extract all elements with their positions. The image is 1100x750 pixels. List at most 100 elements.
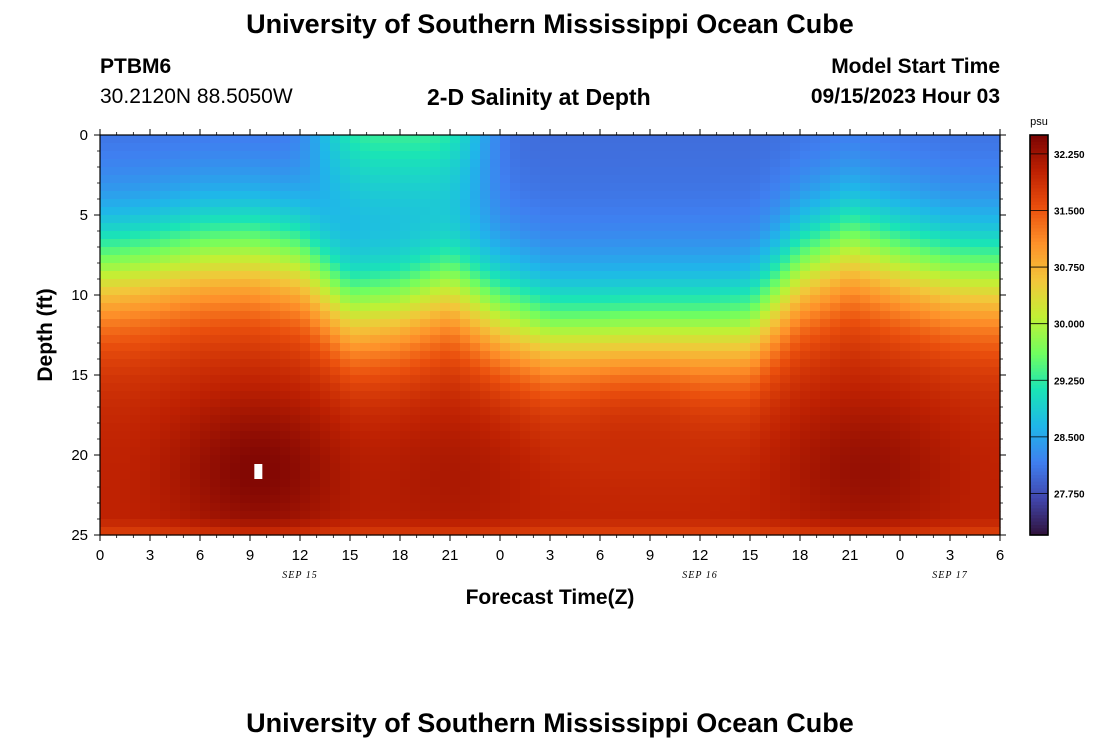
heatmap-cell bbox=[200, 495, 211, 504]
heatmap-cell bbox=[460, 495, 471, 504]
heatmap-cell bbox=[660, 295, 671, 304]
heatmap-cell bbox=[490, 207, 501, 216]
heatmap-cell bbox=[250, 495, 261, 504]
heatmap-cell bbox=[140, 479, 151, 488]
heatmap-cell bbox=[330, 455, 341, 464]
heatmap-cell bbox=[560, 407, 571, 416]
heatmap-cell bbox=[190, 359, 201, 368]
heatmap-cell bbox=[620, 415, 631, 424]
heatmap-cell bbox=[390, 391, 401, 400]
heatmap-cell bbox=[530, 407, 541, 416]
colorbar-segment bbox=[1030, 348, 1048, 353]
heatmap-cell bbox=[470, 263, 481, 272]
heatmap-cell bbox=[370, 279, 381, 288]
heatmap-cell bbox=[320, 167, 331, 176]
heatmap-cell bbox=[290, 351, 301, 360]
heatmap-cell bbox=[110, 375, 121, 384]
heatmap-cell bbox=[800, 223, 811, 232]
heatmap-cell bbox=[890, 319, 901, 328]
heatmap-cell bbox=[830, 151, 841, 160]
heatmap-cell bbox=[230, 431, 241, 440]
heatmap-cell bbox=[320, 319, 331, 328]
heatmap-cell bbox=[920, 519, 931, 528]
colorbar-segment bbox=[1030, 268, 1048, 273]
heatmap-cell bbox=[170, 471, 181, 480]
heatmap-cell bbox=[200, 207, 211, 216]
heatmap-cell bbox=[950, 367, 961, 376]
heatmap-cell bbox=[770, 279, 781, 288]
heatmap-cell bbox=[260, 327, 271, 336]
heatmap-cell bbox=[950, 279, 961, 288]
heatmap-cell bbox=[990, 375, 1001, 384]
plot-title: 2-D Salinity at Depth bbox=[427, 84, 651, 110]
heatmap-cell bbox=[130, 399, 141, 408]
heatmap-cell bbox=[330, 183, 341, 192]
heatmap-cell bbox=[280, 343, 291, 352]
heatmap-cell bbox=[300, 351, 311, 360]
colorbar-tick-label: 27.750 bbox=[1054, 489, 1085, 500]
heatmap-cell bbox=[880, 415, 891, 424]
heatmap-cell bbox=[260, 175, 271, 184]
heatmap-cell bbox=[460, 415, 471, 424]
heatmap-cell bbox=[650, 399, 661, 408]
heatmap-cell bbox=[850, 199, 861, 208]
heatmap-cell bbox=[120, 159, 131, 168]
heatmap-cell bbox=[540, 231, 551, 240]
heatmap-cell bbox=[560, 527, 571, 536]
heatmap-cell bbox=[350, 503, 361, 512]
heatmap-cell bbox=[670, 447, 681, 456]
heatmap-cell bbox=[370, 479, 381, 488]
heatmap-cell bbox=[210, 191, 221, 200]
heatmap-cell bbox=[600, 463, 611, 472]
heatmap-cell bbox=[670, 207, 681, 216]
heatmap-cell bbox=[420, 487, 431, 496]
heatmap-cell bbox=[770, 527, 781, 536]
heatmap-cell bbox=[100, 359, 111, 368]
heatmap-cell bbox=[900, 519, 911, 528]
heatmap-cell bbox=[790, 335, 801, 344]
heatmap-cell bbox=[300, 495, 311, 504]
heatmap-cell bbox=[410, 455, 421, 464]
heatmap-cell bbox=[260, 255, 271, 264]
heatmap-cell bbox=[980, 143, 991, 152]
heatmap-cell bbox=[740, 167, 751, 176]
heatmap-cell bbox=[150, 319, 161, 328]
heatmap-cell bbox=[170, 367, 181, 376]
heatmap-cell bbox=[110, 471, 121, 480]
heatmap-cell bbox=[300, 343, 311, 352]
heatmap-cell bbox=[970, 223, 981, 232]
heatmap-cell bbox=[370, 159, 381, 168]
heatmap-cell bbox=[930, 375, 941, 384]
heatmap-cell bbox=[580, 415, 591, 424]
heatmap-cell bbox=[620, 151, 631, 160]
heatmap-cell bbox=[580, 135, 591, 144]
heatmap-cell bbox=[680, 423, 691, 432]
heatmap-cell bbox=[640, 143, 651, 152]
heatmap-cell bbox=[120, 239, 131, 248]
heatmap-cell bbox=[140, 287, 151, 296]
heatmap-cell bbox=[760, 175, 771, 184]
heatmap-cell bbox=[480, 263, 491, 272]
heatmap-cell bbox=[430, 495, 441, 504]
heatmap-cell bbox=[690, 503, 701, 512]
heatmap-cell bbox=[830, 511, 841, 520]
heatmap-cell bbox=[160, 335, 171, 344]
heatmap-cell bbox=[240, 503, 251, 512]
heatmap-cell bbox=[320, 415, 331, 424]
heatmap-cell bbox=[720, 255, 731, 264]
heatmap-cell bbox=[740, 311, 751, 320]
heatmap-cell bbox=[670, 231, 681, 240]
heatmap-cell bbox=[830, 471, 841, 480]
heatmap-cell bbox=[600, 351, 611, 360]
heatmap-cell bbox=[480, 159, 491, 168]
heatmap-cell bbox=[280, 175, 291, 184]
heatmap-cell bbox=[620, 231, 631, 240]
heatmap-cell bbox=[270, 167, 281, 176]
heatmap-cell bbox=[490, 279, 501, 288]
heatmap-cell bbox=[950, 231, 961, 240]
heatmap-cell bbox=[330, 199, 341, 208]
heatmap-cell bbox=[530, 487, 541, 496]
heatmap-cell bbox=[460, 263, 471, 272]
heatmap-cell bbox=[570, 319, 581, 328]
heatmap-cell bbox=[540, 479, 551, 488]
